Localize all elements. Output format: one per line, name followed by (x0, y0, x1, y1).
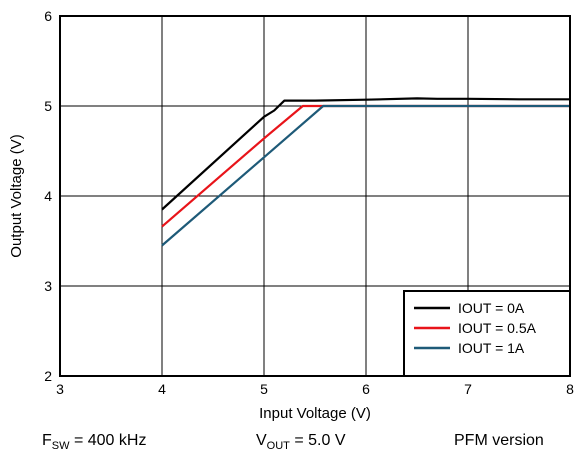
switching-frequency-note: FSW = 400 kHz (42, 432, 147, 452)
output-voltage-note: VOUT = 5.0 V (256, 432, 346, 452)
legend-box (403, 290, 571, 377)
legend-label-2: IOUT = 1A (458, 340, 525, 356)
x-tick-label: 8 (566, 381, 574, 397)
y-tick-label: 6 (44, 8, 52, 24)
plot-frame (59, 15, 571, 377)
x-axis-label: Input Voltage (V) (259, 405, 371, 422)
series-line-2 (161, 104, 570, 247)
x-tick-label: 3 (56, 381, 64, 397)
y-tick-label: 2 (44, 368, 52, 384)
y-tick-labels: 2 3 4 5 6 (44, 8, 52, 384)
x-tick-label: 4 (158, 381, 166, 397)
series-line-0 (161, 97, 570, 211)
y-tick-label: 3 (44, 278, 52, 294)
legend: IOUT = 0A IOUT = 0.5A IOUT = 1A (403, 290, 571, 377)
x-tick-label: 7 (464, 381, 472, 397)
series-lines (161, 97, 570, 247)
y-tick-label: 5 (44, 98, 52, 114)
y-axis-label: Output Voltage (V) (8, 134, 25, 257)
x-tick-label: 5 (260, 381, 268, 397)
x-tick-label: 6 (362, 381, 370, 397)
legend-label-0: IOUT = 0A (458, 300, 525, 316)
x-tick-labels: 3 4 5 6 7 8 (56, 381, 574, 397)
version-note: PFM version (454, 432, 544, 449)
legend-label-1: IOUT = 0.5A (458, 320, 537, 336)
y-tick-label: 4 (44, 188, 52, 204)
